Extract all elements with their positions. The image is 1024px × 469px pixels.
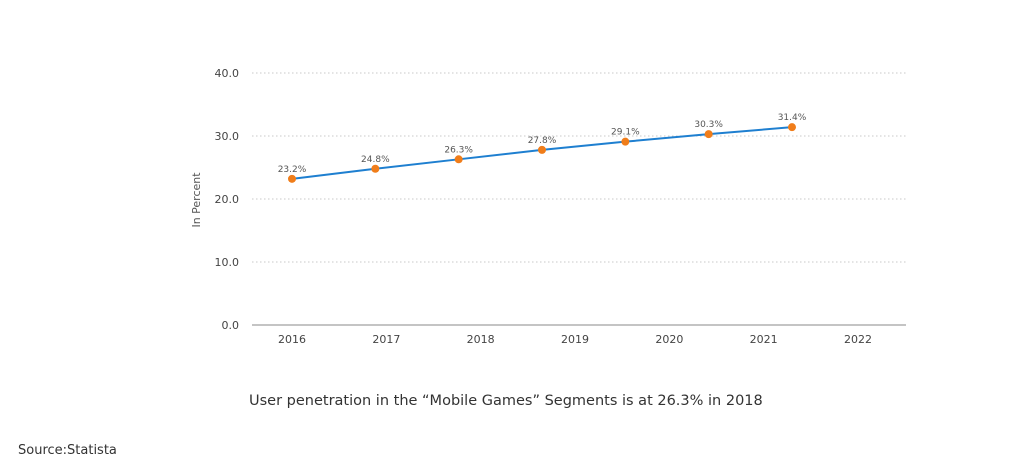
- data-label: 31.4%: [778, 113, 807, 123]
- x-axis-ticks: 2016 2017 2018 2019 2020 2021 2022: [278, 333, 872, 346]
- data-label: 30.3%: [694, 120, 723, 130]
- data-label: 23.2%: [278, 165, 307, 175]
- data-point: [621, 137, 630, 146]
- y-tick-label: 0.0: [222, 319, 240, 332]
- y-axis-title: In Percent: [190, 172, 203, 228]
- x-tick-label: 2016: [278, 333, 306, 346]
- data-point: [371, 164, 380, 173]
- x-tick-label: 2017: [372, 333, 400, 346]
- data-point: [538, 145, 546, 154]
- data-label: 26.3%: [444, 145, 473, 155]
- data-label: 29.1%: [611, 128, 640, 138]
- data-point: [788, 123, 796, 132]
- gridlines: [252, 72, 906, 263]
- y-tick-label: 40.0: [215, 67, 240, 80]
- source-note: Source:Statista: [18, 443, 117, 458]
- data-point: [704, 130, 713, 139]
- y-tick-label: 10.0: [215, 256, 240, 269]
- chart-caption: User penetration in the “Mobile Games” S…: [249, 393, 763, 409]
- x-tick-label: 2019: [561, 333, 589, 346]
- data-point: [288, 174, 296, 183]
- y-axis-ticks: 0.0 10.0 20.0 30.0 40.0: [215, 67, 240, 332]
- x-tick-label: 2018: [467, 333, 495, 346]
- data-label: 24.8%: [361, 155, 390, 165]
- x-tick-label: 2020: [655, 333, 683, 346]
- y-tick-label: 30.0: [215, 130, 240, 143]
- x-tick-label: 2021: [750, 333, 778, 346]
- series-group: 23.2% 24.8% 26.3% 27.8% 29.1% 30.3% 31.4%: [278, 113, 807, 183]
- line-chart: 0.0 10.0 20.0 30.0 40.0 2016 2017 2018 2019 2020…: [190, 67, 906, 346]
- x-tick-label: 2022: [844, 333, 872, 346]
- y-tick-label: 20.0: [215, 193, 240, 206]
- data-point: [454, 155, 463, 164]
- data-label: 27.8%: [528, 136, 557, 146]
